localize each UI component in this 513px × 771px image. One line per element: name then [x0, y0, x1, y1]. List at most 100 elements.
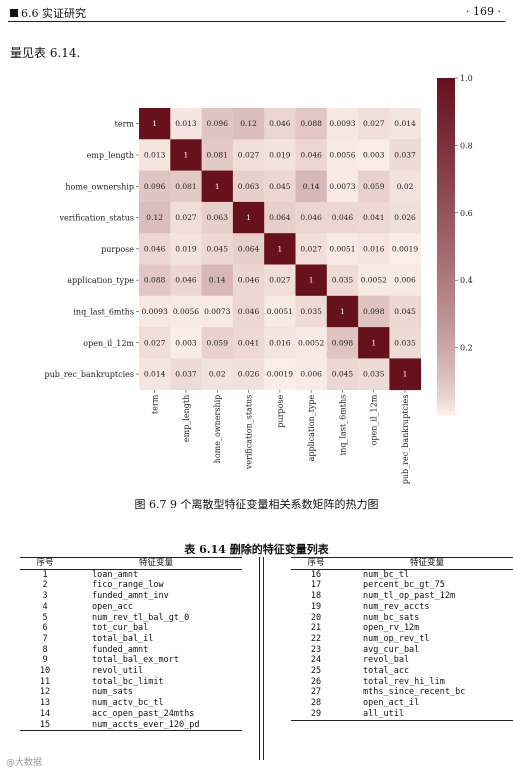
heatmap-cell: [358, 108, 390, 140]
cell-value-label: 0.081: [207, 150, 228, 159]
heatmap-cell: [201, 327, 234, 359]
heatmap-cell: [232, 170, 265, 203]
heatmap-cell: [232, 233, 265, 265]
heatmap-cell: [389, 327, 422, 359]
feature-name: avg_cur_bal: [363, 644, 420, 655]
row-index: 26: [310, 676, 322, 687]
row-index: 1: [42, 569, 48, 580]
table-row: 24 revol_bal: [291, 655, 513, 666]
heatmap-cell: [326, 295, 359, 328]
x-tick-label: term: [151, 394, 160, 414]
heatmap-cell: [326, 170, 359, 203]
heatmap-cell: [264, 170, 296, 203]
cell-value-label: 0.046: [269, 119, 291, 128]
cell-value-label: 0.027: [300, 244, 322, 253]
feature-name: total_rev_hi_lim: [363, 676, 445, 687]
feature-name: loan_amnt: [92, 569, 139, 580]
figure-caption: 图 6.7 9 个离散型特征变量相关系数矩阵的热力图: [134, 498, 379, 511]
y-tick-label: pub_rec_bankruptcies: [44, 370, 134, 379]
row-index: 10: [39, 666, 51, 677]
heatmap-cell: [389, 201, 422, 234]
correlation-heatmap: 1 0.013 0.096 0.12 0.046 0.088 0.0093 0.027 0.01…: [44, 74, 473, 484]
heatmap-cell: [201, 264, 234, 297]
cell-value-label: 0.0056: [329, 150, 355, 159]
row-index: 4: [42, 601, 48, 612]
cell-value-label: 0.0051: [267, 307, 293, 316]
heatmap-cell: [326, 327, 359, 359]
heatmap-cell: [326, 264, 359, 297]
table-row: 7 total_bal_il: [20, 634, 242, 645]
row-index: 8: [42, 644, 48, 655]
heatmap-cell: [389, 264, 422, 297]
cell-value-label: 0.12: [146, 213, 163, 222]
row-index: 23: [310, 644, 322, 655]
table-row: 16 num_bc_tl: [291, 569, 513, 580]
cell-value-label: 0.096: [144, 182, 166, 191]
cell-value-label: 1: [340, 307, 345, 316]
feature-name: num_bc_tl: [363, 569, 410, 580]
y-tick-label: emp_length: [87, 151, 134, 160]
cell-value-label: 0.003: [175, 338, 197, 347]
cell-value-label: 0.0019: [267, 370, 293, 379]
heatmap-cell: [295, 139, 328, 171]
heatmap-cell: [201, 295, 234, 328]
heatmap-cell: [295, 327, 328, 359]
feature-name: num_rev_tl_bal_gt_0: [92, 612, 190, 623]
heatmap-cell: [170, 327, 202, 359]
heatmap-cell: [232, 264, 265, 297]
heatmap-cell: [295, 358, 328, 391]
heatmap-cell: [264, 295, 296, 328]
square-bullet-icon: [10, 9, 18, 17]
colorbar-tick-label: 0.2: [460, 344, 473, 353]
cell-value-label: 0.064: [269, 213, 291, 222]
page-header: 6.6 实证研究 · 169 ·: [8, 3, 505, 22]
cell-value-label: 0.059: [207, 338, 229, 347]
feature-name: all_util: [363, 708, 404, 719]
feature-name: total_bal_il: [92, 633, 154, 644]
cell-value-label: 0.041: [238, 338, 259, 347]
heatmap-cell: [139, 108, 171, 140]
y-tick-label: open_il_12m: [83, 339, 134, 348]
heatmap-cell: [170, 108, 202, 140]
y-tick-label: purpose: [101, 245, 134, 254]
cell-value-label: 0.027: [269, 276, 291, 285]
cell-value-label: 0.14: [303, 182, 320, 191]
section-header: 6.6 实证研究: [10, 5, 86, 21]
cell-value-label: 0.088: [144, 276, 166, 285]
heatmap-cell: [139, 233, 171, 265]
heatmap-cell: [201, 170, 234, 203]
cell-value-label: 0.0056: [173, 307, 199, 316]
table-row: 12 num_sats: [20, 687, 242, 698]
table-row: 11 total_bc_limit: [20, 677, 242, 688]
row-index: 28: [310, 698, 322, 709]
feature-name: total_acc: [363, 666, 410, 677]
feature-name: num_sats: [92, 687, 133, 698]
heatmap-cell: [358, 170, 390, 203]
table-row: 13 num_actv_bc_tl: [20, 698, 242, 709]
colorbar-tick-label: 0.6: [460, 209, 473, 218]
table-row: 1 loan_amnt: [20, 569, 242, 580]
heatmap-cell: [295, 295, 328, 328]
column-header-feature: 特征变量: [70, 557, 242, 570]
colorbar-tick-label: 0.8: [460, 141, 473, 150]
feature-name: funded_amnt: [92, 644, 149, 655]
feature-name: open_act_il: [363, 698, 420, 709]
cell-value-label: 0.0052: [298, 338, 324, 347]
heatmap-cell: [264, 233, 296, 265]
cell-value-label: 1: [184, 150, 189, 159]
heatmap-cell: [232, 201, 265, 234]
row-index: 5: [42, 612, 48, 623]
heatmap-cell: [326, 201, 359, 234]
cell-value-label: 0.0019: [392, 244, 418, 253]
heatmap-cell: [295, 108, 328, 140]
heatmap-cell: [358, 358, 390, 391]
heatmap-cell: [326, 233, 359, 265]
feature-name: open_rv_12m: [363, 623, 420, 634]
heatmap-cell: [170, 170, 202, 203]
heatmap-cell: [326, 108, 359, 140]
cell-value-label: 0.027: [363, 119, 385, 128]
heatmap-cell: [264, 358, 296, 391]
heatmap-cell: [358, 327, 390, 359]
cell-value-label: 0.02: [209, 370, 226, 379]
heatmap-cell: [358, 233, 390, 265]
